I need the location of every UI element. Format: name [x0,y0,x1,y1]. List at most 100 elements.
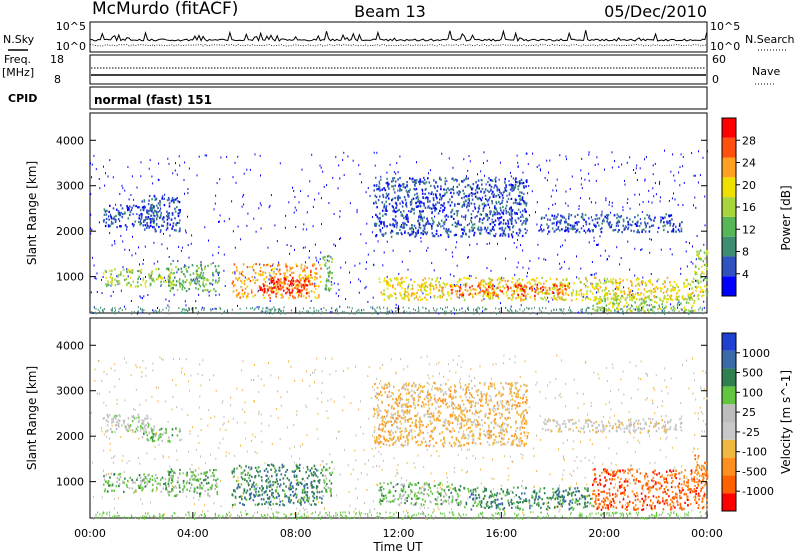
power-data-cell [471,285,473,288]
power-data-cell [156,214,158,217]
power-scatter-cell [104,184,106,187]
power-data-cell [571,226,574,229]
power-data-cell [489,223,492,226]
power-scatter-cell [442,286,444,289]
power-data-cell [523,291,526,294]
power-scatter-cell [596,156,598,159]
power-data-cell [678,289,681,292]
power-scatter-cell [338,288,340,291]
power-data-cell [485,204,487,207]
power-data-cell [169,289,172,292]
power-ground-cell [351,310,352,312]
power-data-cell [680,227,683,230]
power-data-cell [488,277,490,280]
power-ground-cell [280,310,282,313]
power-data-cell [510,222,513,225]
power-ground-cell [380,311,382,314]
velocity-scatter-cell [433,509,435,512]
velocity-scatter-cell [547,384,548,387]
power-data-cell [556,215,558,218]
power-scatter-cell [532,152,534,155]
power-data-cell [137,206,139,209]
power-ground-cell [601,306,603,309]
velocity-scatter-cell [532,447,534,450]
power-scatter-cell [467,255,469,258]
power-scatter-cell [358,278,360,281]
velocity-scatter-cell [106,373,108,376]
power-data-cell [375,202,378,205]
power-scatter-cell [294,196,296,198]
power-data-cell [214,265,217,268]
power-scatter-cell [691,152,693,155]
power-data-cell [470,219,472,222]
velocity-scatter-cell [584,456,586,459]
power-scatter-cell [128,198,130,201]
power-data-cell [479,197,482,200]
power-data-cell [159,209,161,212]
power-data-cell [424,288,426,292]
power-data-cell [397,178,399,181]
power-data-cell [326,278,328,281]
power-data-cell [440,188,442,191]
power-data-cell [413,187,415,191]
power-scatter-cell [482,310,484,313]
power-ground-cell [571,311,573,314]
power-data-cell [699,257,702,260]
power-data-cell [243,292,246,295]
power-data-cell [464,214,467,217]
power-data-cell [572,228,575,231]
power-data-cell [142,208,145,211]
power-data-cell [575,290,578,293]
velocity-scatter-cell [145,374,147,377]
power-scatter-cell [564,239,566,242]
power-data-cell [677,299,680,302]
power-scatter-cell [644,179,646,182]
power-data-cell [513,187,515,191]
power-ground-cell [271,312,273,315]
velocity-scatter-cell [430,472,432,475]
power-data-cell [439,294,441,297]
power-data-cell [640,302,643,305]
power-data-cell [292,279,295,282]
power-data-cell [235,293,238,297]
power-data-cell [405,217,408,220]
velocity-scatter-cell [423,405,425,408]
power-data-cell [565,298,567,301]
power-data-cell [670,307,672,310]
power-data-cell [542,288,545,291]
power-data-cell [494,205,496,208]
power-data-cell [687,293,689,296]
power-data-cell [104,283,107,286]
power-data-cell [682,297,684,300]
power-ground-cell [422,306,424,309]
velocity-scatter-cell [157,400,159,403]
velocity-scatter-cell [458,517,460,520]
power-scatter-cell [276,240,278,243]
power-data-cell [433,185,436,188]
power-ground-cell [701,309,703,312]
power-data-cell [546,223,548,226]
power-data-cell [520,203,522,206]
velocity-scatter-cell [382,364,384,367]
velocity-scatter-cell [635,364,637,367]
power-data-cell [138,206,141,209]
power-data-cell [130,284,132,287]
power-data-cell [114,218,116,221]
power-data-cell [112,217,115,220]
power-scatter-cell [540,169,541,172]
power-scatter-cell [453,275,455,278]
power-data-cell [477,292,480,295]
power-data-cell [564,291,567,294]
velocity-scatter-cell [256,452,258,455]
power-data-cell [536,288,539,291]
power-data-cell [629,218,631,221]
power-data-cell [420,290,423,293]
velocity-scatter-cell [396,472,398,475]
power-ground-cell [343,311,345,313]
velocity-scatter-cell [421,505,423,508]
power-colorbar-tick-label: 24 [742,157,756,170]
power-data-cell [578,293,580,296]
power-data-cell [434,209,436,212]
power-data-cell [495,194,498,197]
power-data-cell [140,214,143,217]
